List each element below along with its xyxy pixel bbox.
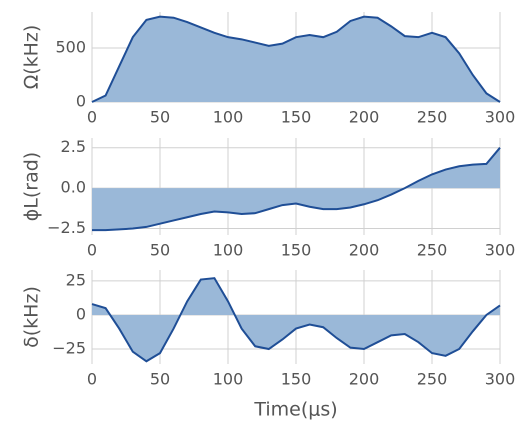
x-tick-label: 150 xyxy=(281,108,312,127)
area xyxy=(92,16,500,102)
area xyxy=(92,147,500,231)
x-tick-label: 250 xyxy=(417,108,448,127)
line xyxy=(91,277,501,363)
y-tick-label: 2.5 xyxy=(61,137,86,156)
x-tick-label: 0 xyxy=(87,108,97,127)
y-tick-label: 25 xyxy=(66,270,86,289)
x-tick-label: 200 xyxy=(349,108,380,127)
y-tick-label: −2.5 xyxy=(47,218,86,237)
y-axis-label: Ω(kHz) xyxy=(21,25,43,90)
x-tick-label: 200 xyxy=(349,370,380,389)
x-tick-label: 300 xyxy=(485,370,516,389)
x-tick-label: 300 xyxy=(485,241,516,260)
x-tick-label: 150 xyxy=(281,370,312,389)
x-tick-label: 250 xyxy=(417,370,448,389)
line xyxy=(91,15,501,103)
x-tick-label: 50 xyxy=(150,108,170,127)
x-tick-label: 0 xyxy=(87,241,97,260)
x-tick-label: 200 xyxy=(349,241,380,260)
x-tick-label: 100 xyxy=(213,108,244,127)
x-tick-label: 0 xyxy=(87,370,97,389)
x-tick-label: 50 xyxy=(150,370,170,389)
x-tick-label: 150 xyxy=(281,241,312,260)
x-tick-label: 250 xyxy=(417,241,448,260)
line xyxy=(92,147,501,232)
x-tick-label: 50 xyxy=(150,241,170,260)
x-tick-label: 100 xyxy=(213,370,244,389)
x-tick-label: 100 xyxy=(213,241,244,260)
y-axis-label: δ(kHz) xyxy=(21,286,43,348)
y-tick-label: 0 xyxy=(76,92,86,111)
y-tick-label: 0 xyxy=(76,304,86,323)
y-tick-label: −25 xyxy=(52,339,86,358)
y-tick-label: 500 xyxy=(55,37,86,56)
y-axis-label: ϕL(rad) xyxy=(21,152,43,221)
x-axis-label: Time(μs) xyxy=(253,399,337,421)
x-tick-label: 300 xyxy=(485,108,516,127)
y-tick-label: 0.0 xyxy=(61,178,86,197)
area xyxy=(92,278,500,362)
